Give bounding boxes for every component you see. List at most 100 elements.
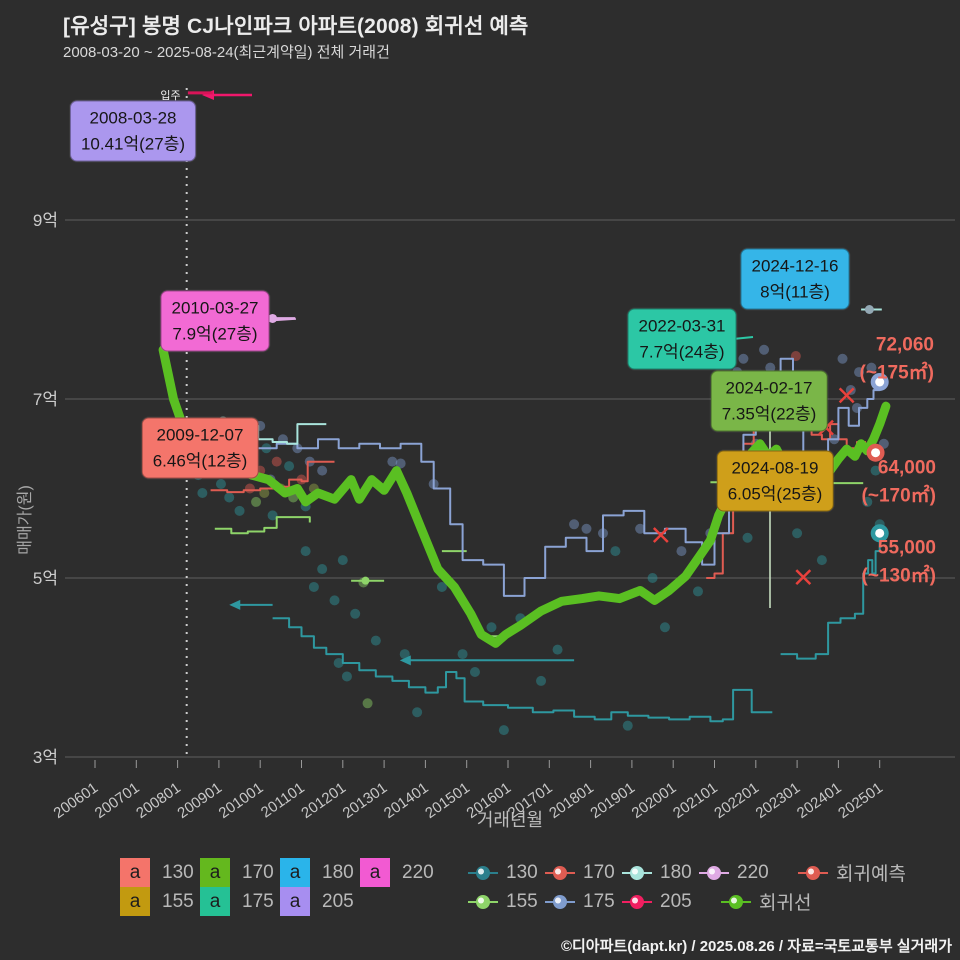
legend-series-item[interactable]: 205 <box>622 891 699 913</box>
legend-annotation-item[interactable]: a 130 <box>120 858 200 887</box>
legend-label: 130 <box>506 861 538 883</box>
scatter-point <box>692 586 703 597</box>
price-value: 64,000 <box>877 457 936 479</box>
legend-annotation-item[interactable]: a 170 <box>200 858 280 887</box>
scatter-point <box>197 487 208 498</box>
x-tick-label: 202001 <box>629 779 680 822</box>
series-legend: 130 170 180 220 회귀예측 155 175 205 회귀선 <box>468 858 906 916</box>
x-tick-label: 200601 <box>51 779 102 822</box>
legend-marker-icon <box>622 894 652 909</box>
annotation-box: 2022-03-31 7.7억(24층) <box>627 308 737 370</box>
annotation-box: 2024-08-19 6.05억(25층) <box>716 450 834 512</box>
scatter-point <box>870 465 881 476</box>
legend-label: 220 <box>402 861 434 883</box>
end-price-label: 55,000 (~130㎡) <box>862 534 936 589</box>
annotation-box: 2008-03-28 10.41억(27층) <box>69 100 197 162</box>
legend-annotation-item[interactable]: a 180 <box>280 858 360 887</box>
legend-series-item[interactable]: 회귀선 <box>721 888 811 915</box>
annotation-price: 7.7억(24층) <box>639 342 725 361</box>
scatter-point <box>412 707 423 718</box>
legend-annotation-item[interactable]: a 155 <box>120 887 200 916</box>
legend-chip: a <box>120 887 150 916</box>
scatter-point <box>308 581 319 592</box>
price-value: 55,000 <box>877 537 936 559</box>
scatter-point <box>329 595 340 606</box>
legend-label: 175 <box>242 890 274 912</box>
scatter-point <box>837 353 848 364</box>
forecast-x-marker <box>838 387 855 404</box>
scatter-point <box>436 581 447 592</box>
scatter-point <box>569 519 580 530</box>
x-tick-label: 202101 <box>670 779 721 822</box>
scatter-point <box>224 492 235 503</box>
annotation-box: 2024-02-17 7.35억(22층) <box>710 370 828 432</box>
annotation-legend: a 130 a 170 a 180 a 220 a 155 a 175 a 205 <box>120 858 440 916</box>
scatter-point <box>469 666 480 677</box>
y-tick-label: 3억 <box>33 748 58 767</box>
annotation-date: 2024-08-19 <box>731 458 819 478</box>
scatter-point <box>300 546 311 557</box>
scatter-point <box>552 644 563 655</box>
legend-annotation-item[interactable]: a 205 <box>280 887 360 916</box>
annotation-price: 7.9억(27층) <box>172 324 258 343</box>
x-tick-label: 200901 <box>174 779 225 822</box>
x-tick-label: 202501 <box>835 779 886 822</box>
x-tick-label: 202201 <box>711 779 762 822</box>
scatter-point <box>792 528 803 539</box>
x-tick-label: 201401 <box>381 779 432 822</box>
legend-label: 180 <box>322 861 354 883</box>
price-size: (~130㎡) <box>861 565 936 586</box>
legend-label: 회귀선 <box>759 893 812 914</box>
legend-series-item[interactable]: 220 <box>699 862 776 884</box>
scatter-point <box>234 505 245 516</box>
legend-label: 170 <box>583 861 615 883</box>
scatter-point <box>635 523 646 534</box>
legend-label: 220 <box>737 861 769 883</box>
legend-label: 175 <box>583 890 615 912</box>
legend-label: 155 <box>162 890 194 912</box>
scatter-point <box>395 458 406 469</box>
legend-annotation-item[interactable]: a 220 <box>360 858 440 887</box>
scatter-point <box>676 546 687 557</box>
x-tick-label: 201301 <box>340 779 391 822</box>
legend-chip: a <box>280 887 310 916</box>
scatter-point <box>765 362 776 373</box>
y-tick-label: 9억 <box>33 211 58 230</box>
annotation-box: 2009-12-07 6.46억(12층) <box>141 417 259 479</box>
legend-chip: a <box>200 858 230 887</box>
x-tick-label: 202301 <box>753 779 804 822</box>
annotation-date: 2024-12-16 <box>751 256 839 276</box>
legend-marker-icon <box>699 865 729 880</box>
legend-annotation-item[interactable]: a 175 <box>200 887 280 916</box>
legend-series-item[interactable]: 130 <box>468 862 545 884</box>
segment-start-arrow <box>229 599 241 610</box>
footer-credit: ©디아파트(dapt.kr) / 2025.08.26 / 자료=국토교통부 실… <box>560 938 952 955</box>
legend-series-item[interactable]: 175 <box>545 891 622 913</box>
legend-label: 205 <box>660 890 692 912</box>
scatter-point <box>284 461 295 472</box>
scatter-point <box>610 546 621 557</box>
x-tick-label: 201101 <box>258 779 308 821</box>
y-tick-label: 5억 <box>33 569 58 588</box>
annotation-price: 8억(11층) <box>760 282 830 301</box>
legend-chip: a <box>360 858 390 887</box>
legend-marker-icon <box>622 865 652 880</box>
scatter-point <box>370 635 381 646</box>
scatter-point <box>742 532 753 543</box>
end-marker-center <box>871 448 881 458</box>
price-value: 72,060 <box>875 334 934 356</box>
scatter-point <box>486 622 497 633</box>
scatter-point <box>271 456 282 467</box>
legend-series-item[interactable]: 회귀예측 <box>798 859 906 886</box>
legend-label: 170 <box>242 861 274 883</box>
legend-series-item[interactable]: 170 <box>545 862 622 884</box>
scatter-point <box>350 608 361 619</box>
scatter-point <box>457 649 468 660</box>
x-tick-label: 201801 <box>546 779 597 822</box>
end-price-label: 64,000 (~170㎡) <box>862 454 936 509</box>
legend-series-item[interactable]: 155 <box>468 891 545 913</box>
scatter-point <box>581 523 592 534</box>
legend-series-item[interactable]: 180 <box>622 862 699 884</box>
series-line-130 <box>272 617 773 723</box>
